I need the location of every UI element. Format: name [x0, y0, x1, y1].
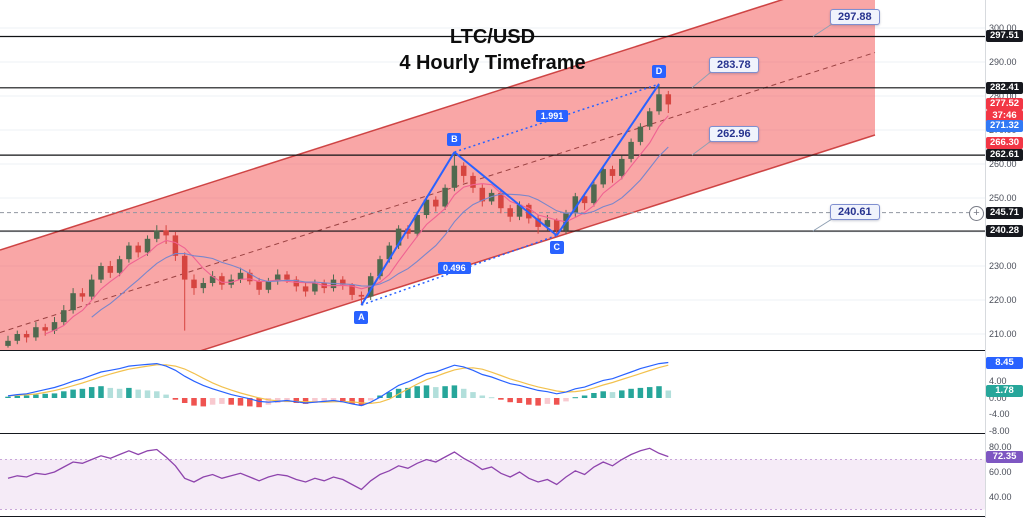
price-axis-tick: 250.00	[989, 192, 1017, 203]
price-callout[interactable]: 240.61	[830, 204, 880, 220]
rsi-axis-tick: 40.00	[989, 491, 1012, 502]
price-axis-tick: 260.00	[989, 158, 1017, 169]
price-tag: 297.51	[986, 30, 1023, 43]
callout-pointers	[691, 23, 833, 232]
price-axis-tick: 300.00	[989, 22, 1017, 33]
watermark-timeframe: 4 Hourly Timeframe	[399, 52, 586, 74]
rsi-axis-tick: 60.00	[989, 466, 1012, 477]
macd-axis-tick: -8.00	[989, 426, 1010, 437]
price-tag: 266.30	[986, 136, 1023, 149]
rsi-panel	[0, 447, 985, 510]
indicator-value-tag: 8.45	[986, 356, 1023, 369]
pattern-ratio-label[interactable]: 0.496	[438, 262, 471, 275]
pattern-point-d-label[interactable]: D	[652, 65, 666, 79]
price-tag: 277.52	[986, 98, 1023, 111]
pattern-point-a-label[interactable]: A	[354, 311, 369, 325]
candles-layer	[5, 84, 672, 348]
panel-separators	[0, 350, 985, 517]
macd-panel	[5, 361, 672, 408]
price-axis-tick: 230.00	[989, 260, 1017, 271]
macd-axis-tick: 4.00	[989, 375, 1007, 386]
price-tag: 282.41	[986, 81, 1023, 94]
price-axis[interactable]	[985, 0, 1024, 518]
macd-axis-tick: -4.00	[989, 409, 1010, 420]
chart-watermark: LTC/USD 4 Hourly Timeframe	[0, 24, 985, 76]
price-axis-tick: 290.00	[989, 56, 1017, 67]
add-alert-plus-icon[interactable]: +	[969, 205, 984, 221]
indicator-value-tag: 72.35	[986, 450, 1023, 463]
indicator-value-tag: 1.78	[986, 384, 1023, 397]
pattern-ratio-label[interactable]: 1.991	[535, 110, 569, 123]
price-tag: 245.71	[986, 206, 1023, 219]
price-axis-tick: 210.00	[989, 328, 1017, 339]
price-callout[interactable]: 283.78	[709, 57, 759, 73]
price-tag: 271.32	[986, 119, 1023, 132]
price-tag: 37:46	[986, 110, 1023, 123]
pattern-point-c-label[interactable]: C	[549, 241, 564, 255]
price-callout[interactable]: 297.88	[830, 9, 880, 25]
price-callout[interactable]: 262.96	[709, 126, 759, 142]
price-tag: 240.28	[986, 225, 1023, 238]
rsi-axis-tick: 80.00	[989, 441, 1012, 452]
price-axis-tick: 280.00	[989, 90, 1017, 101]
watermark-symbol: LTC/USD	[449, 26, 536, 48]
price-tag: 262.61	[986, 149, 1023, 162]
macd-axis-tick: 0.00	[989, 392, 1007, 403]
pattern-point-b-label[interactable]: B	[447, 133, 462, 147]
abcd-pattern[interactable]	[360, 83, 660, 306]
price-axis-tick: 220.00	[989, 294, 1017, 305]
